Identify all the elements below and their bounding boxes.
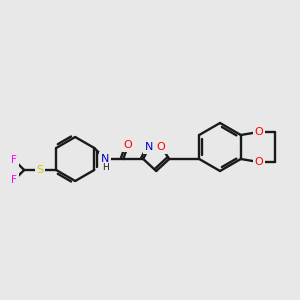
Text: O: O: [157, 142, 166, 152]
Text: O: O: [124, 140, 133, 150]
Text: N: N: [101, 154, 110, 164]
Text: H: H: [102, 163, 109, 172]
Text: N: N: [145, 142, 153, 152]
Text: S: S: [37, 165, 44, 175]
Text: F: F: [11, 155, 17, 165]
Text: O: O: [254, 157, 263, 167]
Text: O: O: [254, 127, 263, 137]
Text: F: F: [11, 175, 17, 185]
